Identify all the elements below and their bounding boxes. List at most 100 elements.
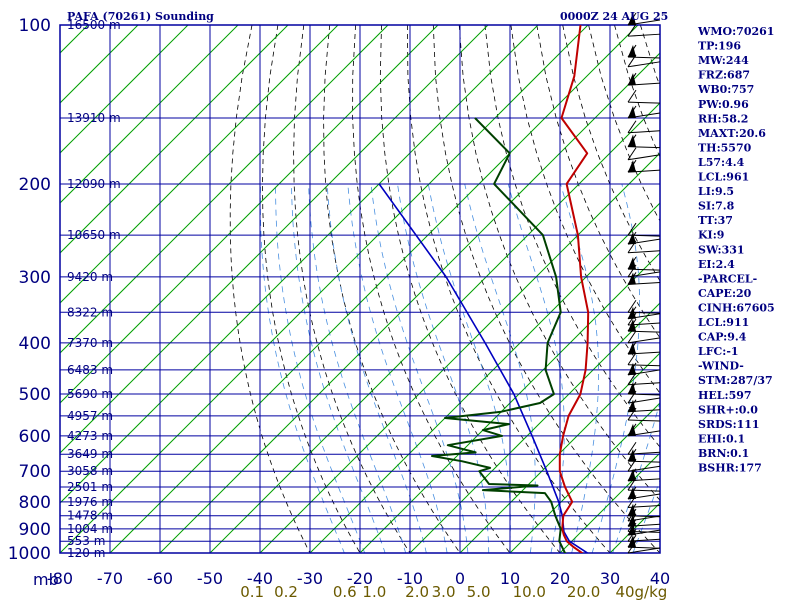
mixing-ratio-label: 20.0 bbox=[567, 583, 600, 600]
wind-barb-feather bbox=[627, 312, 637, 326]
height-label: 4957 m bbox=[67, 409, 113, 423]
index-entry: EI:2.4 bbox=[698, 258, 735, 271]
isotherm bbox=[209, 102, 660, 553]
wind-barb bbox=[627, 330, 661, 344]
dry-adiabat bbox=[379, 25, 561, 553]
index-entry: BRN:0.1 bbox=[698, 447, 749, 460]
wind-barb-feather bbox=[627, 458, 637, 472]
wind-barb bbox=[627, 44, 661, 59]
mixing-ratio-label: 0.6 bbox=[333, 583, 357, 600]
temperature-label: 20 bbox=[550, 569, 570, 588]
dry-adiabat bbox=[407, 25, 611, 553]
wind-barb bbox=[627, 272, 661, 285]
index-entry: STM:287/37 bbox=[698, 374, 773, 387]
wind-barb-pennant bbox=[628, 423, 636, 436]
dry-adiabat bbox=[588, 25, 660, 222]
y-axis-unit-label: mb bbox=[33, 570, 59, 589]
mixing-ratio-label: 10.0 bbox=[513, 583, 546, 600]
dry-adiabat bbox=[562, 25, 660, 282]
temperature-label: -40 bbox=[247, 569, 273, 588]
wind-barb bbox=[627, 399, 661, 413]
dry-adiabat bbox=[744, 25, 800, 564]
index-entry: BSHR:177 bbox=[698, 462, 762, 475]
wind-barb-staff bbox=[627, 61, 661, 68]
wind-barb-feather bbox=[627, 54, 637, 68]
mixing-ratio-label: 2.0 bbox=[405, 583, 429, 600]
isotherm bbox=[60, 25, 539, 504]
height-label: 1976 m bbox=[67, 495, 113, 509]
height-label: 13910 m bbox=[67, 111, 121, 125]
isotherm bbox=[159, 52, 660, 553]
index-entry: SRDS:111 bbox=[698, 418, 760, 431]
wind-barb-staff bbox=[627, 101, 661, 104]
wind-barb bbox=[627, 23, 661, 37]
wind-barb-feather bbox=[627, 477, 637, 491]
chart-title: PAFA (70261) Sounding bbox=[67, 10, 214, 23]
wind-barb-staff bbox=[627, 330, 661, 333]
wind-barb-staff bbox=[627, 547, 661, 554]
height-label: 2501 m bbox=[67, 480, 113, 494]
index-entry: PW:0.96 bbox=[698, 98, 749, 111]
index-entry: -WIND- bbox=[698, 360, 744, 373]
index-entry: EHI:0.1 bbox=[698, 432, 745, 445]
index-entry: SHR+:0.0 bbox=[698, 403, 758, 416]
wind-barb bbox=[627, 468, 661, 482]
wind-barb-pennant bbox=[628, 514, 636, 527]
index-entry: RH:58.2 bbox=[698, 112, 748, 125]
index-entry: -PARCEL- bbox=[698, 272, 757, 285]
wind-barb-feather bbox=[627, 89, 637, 103]
isotherm bbox=[60, 25, 339, 304]
moist-adiabat bbox=[275, 183, 366, 553]
wind-barb-pennant bbox=[628, 160, 636, 173]
pressure-label: 100 bbox=[19, 16, 51, 36]
wind-barb-pennant bbox=[628, 45, 636, 58]
temperature-label: 10 bbox=[500, 569, 520, 588]
wind-barb-pennant bbox=[628, 257, 636, 270]
index-entry: KI:9 bbox=[698, 229, 724, 242]
wind-barb-pennant bbox=[628, 449, 636, 462]
chart-time: 0000Z 24 AUG 25 bbox=[560, 10, 668, 23]
wind-barb bbox=[627, 240, 661, 254]
dry-adiabat bbox=[293, 25, 411, 553]
height-label: 1478 m bbox=[67, 509, 113, 523]
moist-adiabat bbox=[427, 183, 511, 553]
height-label: 3649 m bbox=[67, 447, 113, 461]
isotherm bbox=[60, 25, 589, 553]
wind-barb-staff bbox=[627, 419, 661, 422]
isotherm bbox=[60, 25, 289, 254]
wind-barb bbox=[627, 159, 661, 173]
wind-barb-feather bbox=[627, 222, 637, 236]
height-label: 8322 m bbox=[67, 305, 113, 319]
wind-barb-pennant bbox=[628, 486, 636, 499]
height-label: 12090 m bbox=[67, 177, 121, 191]
wind-barb-feather bbox=[627, 372, 637, 385]
wind-barb-staff bbox=[627, 546, 661, 549]
temperature-label: -10 bbox=[397, 569, 423, 588]
wind-barb-feather bbox=[627, 540, 637, 554]
wind-barb-feather bbox=[627, 441, 637, 455]
dry-adiabat bbox=[323, 25, 461, 553]
index-entry: MW:244 bbox=[698, 54, 749, 67]
wind-barb bbox=[627, 486, 661, 500]
wind-barb-pennant bbox=[628, 73, 636, 86]
moist-adiabat bbox=[612, 400, 660, 553]
index-entry: WB0:757 bbox=[697, 83, 754, 96]
moist-adiabat bbox=[308, 183, 407, 553]
wind-barb bbox=[627, 341, 661, 355]
isotherm bbox=[60, 25, 489, 454]
wind-barb-feather bbox=[627, 147, 637, 161]
wind-barb-pennant bbox=[628, 272, 636, 285]
wind-barb bbox=[627, 54, 661, 68]
height-label: 10650 m bbox=[67, 228, 121, 242]
dry-adiabat bbox=[262, 25, 361, 553]
index-entry: LFC:-1 bbox=[698, 345, 739, 358]
wind-barb bbox=[627, 72, 661, 86]
dry-adiabat bbox=[770, 25, 800, 564]
moist-adiabat bbox=[632, 479, 660, 553]
pressure-label: 700 bbox=[19, 462, 51, 482]
dry-adiabat bbox=[510, 25, 660, 394]
pressure-label: 500 bbox=[19, 385, 51, 405]
wind-barb-staff bbox=[627, 250, 661, 254]
wind-barb-feather bbox=[627, 390, 637, 404]
